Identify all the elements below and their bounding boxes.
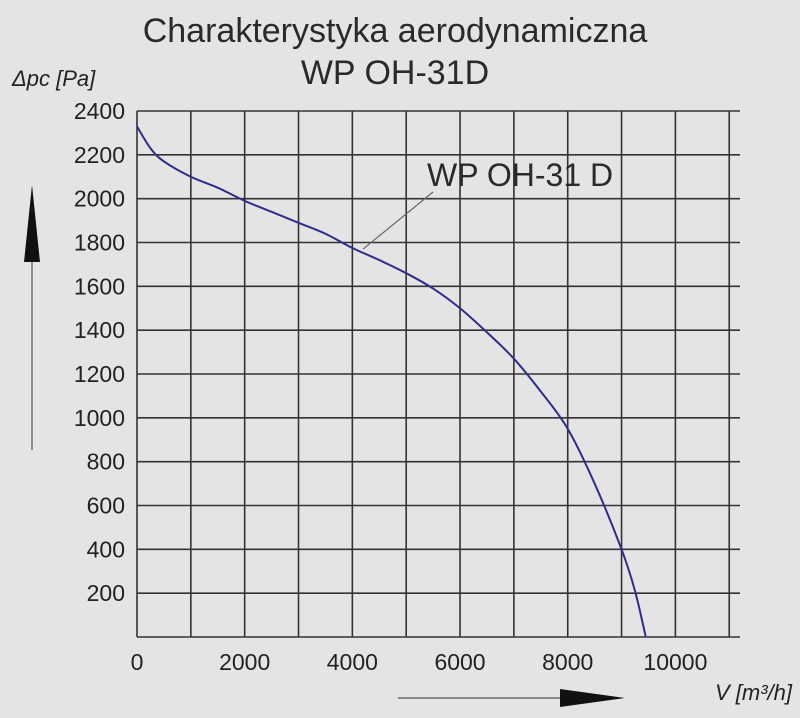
x-tick-label: 2000 (219, 649, 270, 675)
x-axis-arrow-head (560, 689, 625, 707)
chart-title-line-2: WP OH-31D (301, 54, 489, 92)
x-tick-label: 6000 (434, 649, 485, 675)
annotation-leader-line (362, 191, 434, 250)
y-tick-label: 1400 (74, 317, 125, 343)
y-tick-label: 600 (87, 493, 125, 519)
grid (136, 110, 740, 638)
y-tick-label: 400 (87, 536, 125, 562)
y-tick-label: 1600 (74, 273, 125, 299)
chart-title-line-1: Charakterystyka aerodynamiczna (143, 12, 648, 50)
y-tick-label: 1800 (74, 230, 125, 256)
y-tick-label: 1200 (74, 361, 125, 387)
y-tick-label: 2000 (74, 186, 125, 212)
x-tick-label: 10000 (643, 649, 707, 675)
tick-labels: 200 400 600 800 1000 1200 1400 1600 1800 2000 2200… (74, 98, 708, 675)
x-tick-label: 8000 (542, 649, 593, 675)
x-axis-label: V [m³/h] (715, 680, 793, 705)
series-line (136, 125, 647, 638)
annotation-label: WP OH-31 D (427, 157, 613, 193)
x-tick-label: 4000 (327, 649, 378, 675)
series-layer (136, 125, 647, 638)
y-axis-arrow-head (24, 185, 40, 262)
y-tick-label: 1000 (74, 405, 125, 431)
y-tick-label: 200 (87, 580, 125, 606)
y-tick-label: 800 (87, 449, 125, 475)
x-tick-label: 0 (131, 649, 144, 675)
y-axis-label: Δpc [Pa] (11, 66, 96, 91)
y-tick-label: 2200 (74, 142, 125, 168)
annotation: WP OH-31 D (362, 157, 613, 250)
y-tick-label: 2400 (74, 98, 125, 124)
